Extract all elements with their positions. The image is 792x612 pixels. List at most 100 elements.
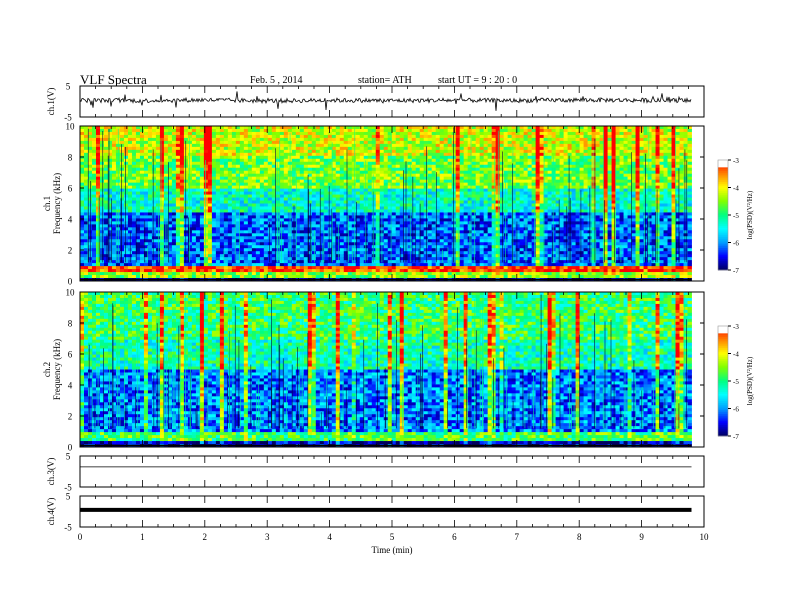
- spectrogram-cell: [100, 201, 104, 204]
- spectrogram-cell: [216, 171, 220, 174]
- spectrogram-cell: [216, 224, 220, 227]
- spectrogram-cell: [324, 230, 328, 233]
- spectrogram-cell: [272, 135, 276, 138]
- spectrogram-cell: [396, 195, 400, 198]
- spectrogram-cell: [344, 224, 348, 227]
- spectrogram-cell: [232, 245, 236, 248]
- spectrogram-cell: [212, 141, 216, 144]
- spectrogram-cell: [444, 230, 448, 233]
- spectrogram-cell: [116, 272, 120, 275]
- spectrogram-cell: [440, 192, 444, 195]
- spectrogram-cell: [336, 209, 340, 212]
- spectrogram-cell: [444, 168, 448, 171]
- spectrogram-cell: [140, 141, 144, 144]
- spectrogram-cell: [156, 263, 160, 266]
- spectrogram-cell: [104, 129, 108, 132]
- spectrogram-cell: [208, 248, 212, 251]
- spectrogram-cell: [440, 159, 444, 162]
- spectrogram-cell: [196, 168, 200, 171]
- spectrogram-cell: [292, 144, 296, 147]
- spectrogram-cell: [264, 162, 268, 165]
- spectrogram-cell: [360, 138, 364, 141]
- spectrogram-cell: [232, 272, 236, 275]
- spectrogram-cell: [176, 165, 180, 168]
- spectrogram-cell: [360, 198, 364, 201]
- spectrogram-cell: [304, 150, 308, 153]
- spectrogram-cell: [312, 195, 316, 198]
- spectrogram-cell: [284, 266, 288, 269]
- spectrogram-cell: [260, 135, 264, 138]
- spectrogram-cell: [384, 180, 388, 183]
- spectrogram-cell: [240, 141, 244, 144]
- spectrogram-cell: [168, 272, 172, 275]
- spectrogram-cell: [224, 254, 228, 257]
- spectrogram-cell: [268, 227, 272, 230]
- spectrogram-cell: [284, 236, 288, 239]
- spectrogram-cell: [148, 201, 152, 204]
- spectrogram-cell: [180, 260, 184, 263]
- spectrogram-cell: [284, 171, 288, 174]
- spectrogram-cell: [352, 138, 356, 141]
- spectrogram-cell: [148, 218, 152, 221]
- spectrogram-cell: [368, 233, 372, 236]
- spectrogram-cell: [208, 266, 212, 269]
- spectrogram-cell: [100, 174, 104, 177]
- spectrogram-cell: [400, 153, 404, 156]
- spectrogram-cell: [460, 233, 464, 236]
- spectrogram-cell: [104, 126, 108, 129]
- spectrogram-cell: [152, 257, 156, 260]
- spectrogram-cell: [128, 269, 132, 272]
- spectrogram-cell: [324, 272, 328, 275]
- spectrogram-cell: [376, 254, 380, 257]
- spectrogram-cell: [260, 275, 264, 278]
- spectrogram-cell: [300, 168, 304, 171]
- spectrogram-cell: [244, 215, 248, 218]
- spectrogram-cell: [396, 206, 400, 209]
- spectrogram-cell: [112, 269, 116, 272]
- spectrogram-cell: [240, 233, 244, 236]
- spectrogram-cell: [296, 269, 300, 272]
- spectrogram-cell: [452, 159, 456, 162]
- spectrogram-cell: [260, 218, 264, 221]
- spectrogram-cell: [300, 135, 304, 138]
- spectrogram-cell: [432, 221, 436, 224]
- spectrogram-cell: [448, 186, 452, 189]
- spectrogram-cell: [104, 266, 108, 269]
- spectrogram-cell: [324, 177, 328, 180]
- spectrogram-cell: [296, 141, 300, 144]
- spectrogram-cell: [284, 212, 288, 215]
- spectrogram-cell: [340, 275, 344, 278]
- spectrogram-cell: [416, 257, 420, 260]
- spectrogram-cell: [424, 206, 428, 209]
- spectrogram-cell: [324, 201, 328, 204]
- spectrogram-cell: [400, 165, 404, 168]
- spectrogram-cell: [180, 209, 184, 212]
- spectrogram-cell: [264, 236, 268, 239]
- spectrogram-cell: [220, 141, 224, 144]
- spectrogram-cell: [216, 135, 220, 138]
- spectrogram-cell: [428, 183, 432, 186]
- spectrogram-cell: [172, 126, 176, 129]
- spectrogram-cell: [192, 263, 196, 266]
- spectrogram-cell: [316, 174, 320, 177]
- spectrogram-cell: [112, 204, 116, 207]
- spectrogram-cell: [216, 192, 220, 195]
- spectrogram-cell: [380, 153, 384, 156]
- spectrogram-cell: [100, 195, 104, 198]
- spectrogram-cell: [228, 174, 232, 177]
- spectrogram-cell: [136, 242, 140, 245]
- spectrogram-cell: [328, 263, 332, 266]
- spectrogram-cell: [432, 153, 436, 156]
- spectrogram-cell: [132, 186, 136, 189]
- spectrogram-cell: [244, 183, 248, 186]
- spectrogram-cell: [140, 189, 144, 192]
- spectrogram-cell: [448, 242, 452, 245]
- spectrogram-cell: [444, 269, 448, 272]
- spectrogram-cell: [212, 275, 216, 278]
- spectrogram-cell: [460, 269, 464, 272]
- spectrogram-cell: [376, 150, 380, 153]
- spectrogram-cell: [444, 233, 448, 236]
- spectrogram-cell: [444, 192, 448, 195]
- spectrogram-cell: [260, 177, 264, 180]
- spectrogram-cell: [144, 183, 148, 186]
